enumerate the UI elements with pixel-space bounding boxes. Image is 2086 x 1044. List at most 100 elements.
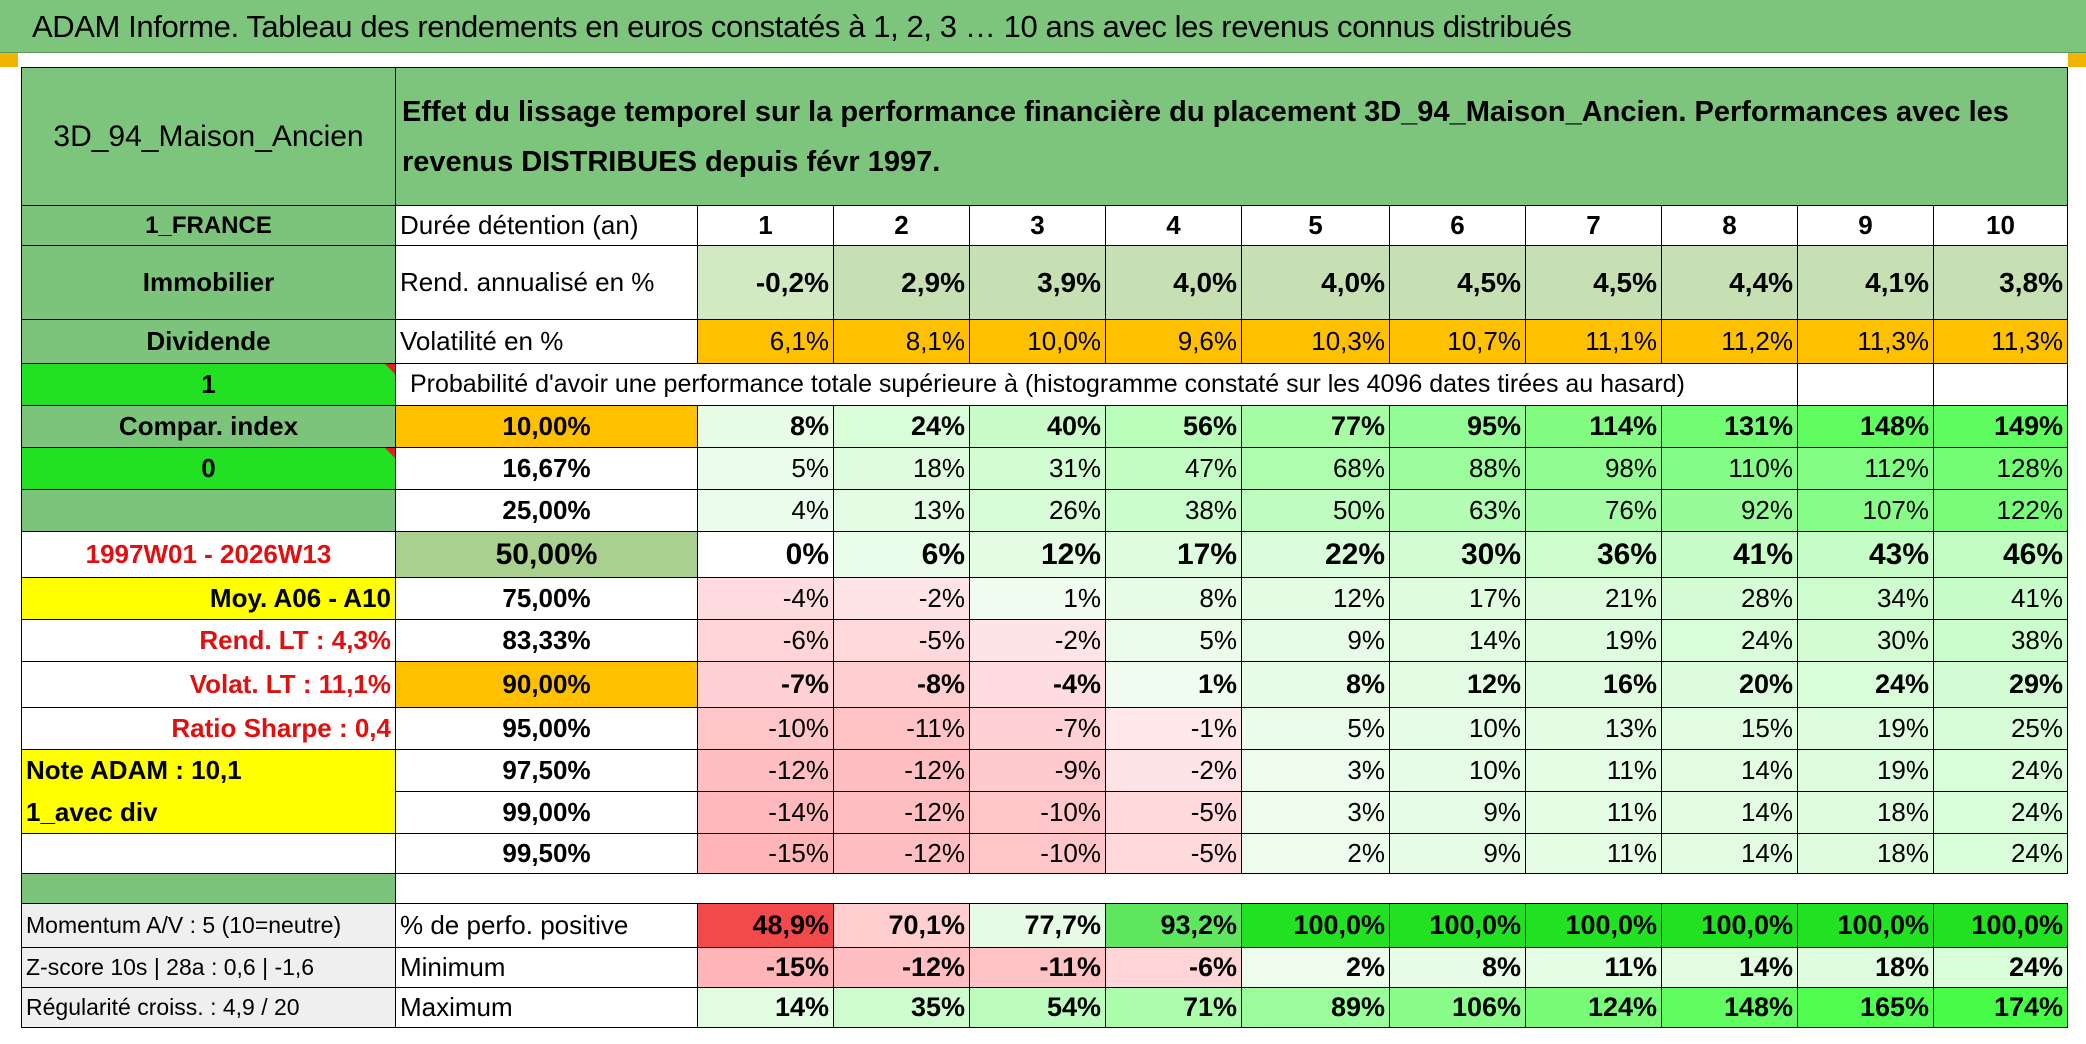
blank-cell bbox=[1797, 363, 1934, 406]
year-header: 10 bbox=[1933, 205, 2068, 246]
percentile-value: 3% bbox=[1241, 791, 1390, 834]
percentile-value: 19% bbox=[1525, 619, 1662, 662]
percentile-value: 19% bbox=[1797, 749, 1934, 792]
description: Effet du lissage temporel sur la perform… bbox=[395, 67, 2068, 206]
title-bar: ADAM Informe. Tableau des rendements en … bbox=[0, 0, 2086, 53]
minimum-value: 8% bbox=[1389, 947, 1526, 988]
percentile-value: 17% bbox=[1389, 577, 1526, 620]
volat-value: 10,0% bbox=[969, 319, 1106, 364]
percentile-value: 112% bbox=[1797, 447, 1934, 490]
percentile-value: 18% bbox=[1797, 791, 1934, 834]
percentile-row: Moy. A06 - A10 75,00% -4% -2% 1% 8% 12% 17% 21% 2… bbox=[21, 577, 2068, 620]
percentile-value: 107% bbox=[1797, 489, 1934, 532]
percentile-value: 9% bbox=[1389, 791, 1526, 834]
percentile-level: 50,00% bbox=[395, 531, 698, 578]
flag-zero: 0 bbox=[21, 447, 396, 490]
volat-value: 11,1% bbox=[1525, 319, 1662, 364]
percentile-value: -12% bbox=[697, 749, 834, 792]
percentile-value: 31% bbox=[969, 447, 1106, 490]
percentile-value: 16% bbox=[1525, 661, 1662, 708]
year-header: 3 bbox=[969, 205, 1106, 246]
percentile-value: 34% bbox=[1797, 577, 1934, 620]
positive-value: 48,9% bbox=[697, 903, 834, 948]
income-label: Dividende bbox=[21, 319, 396, 364]
spacer-cell bbox=[396, 874, 2068, 904]
year-header: 1 bbox=[697, 205, 834, 246]
percentile-value: 149% bbox=[1933, 405, 2068, 448]
percentile-value: 12% bbox=[1241, 577, 1390, 620]
percentile-value: 11% bbox=[1525, 791, 1662, 834]
percentile-value: 38% bbox=[1933, 619, 2068, 662]
positive-value: 70,1% bbox=[833, 903, 970, 948]
percentile-value: 10% bbox=[1389, 749, 1526, 792]
positive-value: 93,2% bbox=[1105, 903, 1242, 948]
percentile-value: 24% bbox=[1933, 791, 2068, 834]
percentile-value: 26% bbox=[969, 489, 1106, 532]
avec-div-label: 1_avec div bbox=[21, 791, 396, 834]
percentile-value: 46% bbox=[1933, 531, 2068, 578]
maximum-value: 148% bbox=[1661, 987, 1798, 1028]
percentile-value: -4% bbox=[969, 661, 1106, 708]
maximum-value: 35% bbox=[833, 987, 970, 1028]
volat-value: 6,1% bbox=[697, 319, 834, 364]
volat-value: 10,3% bbox=[1241, 319, 1390, 364]
percentile-value: -5% bbox=[1105, 791, 1242, 834]
percentile-value: 0% bbox=[697, 531, 834, 578]
period-label: 1997W01 - 2026W13 bbox=[21, 531, 396, 578]
percentile-value: 14% bbox=[1661, 749, 1798, 792]
percentile-value: 18% bbox=[833, 447, 970, 490]
percentile-value: 128% bbox=[1933, 447, 2068, 490]
blank-cell bbox=[1933, 363, 2068, 406]
percentile-value: 24% bbox=[1797, 661, 1934, 708]
percentile-value: 110% bbox=[1661, 447, 1798, 490]
duree-label: Durée détention (an) bbox=[395, 205, 698, 246]
volat-value: 8,1% bbox=[833, 319, 970, 364]
percentile-level: 16,67% bbox=[395, 447, 698, 490]
percentile-value: -12% bbox=[833, 833, 970, 874]
percentile-value: 9% bbox=[1241, 619, 1390, 662]
percentile-value: 12% bbox=[969, 531, 1106, 578]
volat-value: 11,3% bbox=[1797, 319, 1934, 364]
percentile-value: -12% bbox=[833, 791, 970, 834]
percentile-value: 20% bbox=[1661, 661, 1798, 708]
percentile-value: 11% bbox=[1525, 749, 1662, 792]
positive-value: 100,0% bbox=[1389, 903, 1526, 948]
percentile-value: -11% bbox=[833, 707, 970, 750]
percentile-row: Volat. LT : 11,1% 90,00% -7% -8% -4% 1% 8% 12% 1… bbox=[21, 661, 2068, 708]
percentile-value: 28% bbox=[1661, 577, 1798, 620]
rend-value: 4,4% bbox=[1661, 245, 1798, 320]
percentile-value: 3% bbox=[1241, 749, 1390, 792]
percentile-row: 0 16,67% 5% 18% 31% 47% 68% 88% 98% 110% 112% 128% bbox=[21, 447, 2068, 490]
year-header: 9 bbox=[1797, 205, 1934, 246]
percentile-value: -5% bbox=[833, 619, 970, 662]
positive-info-label: Momentum A/V : 5 (10=neutre) bbox=[21, 903, 396, 948]
maximum-value: 106% bbox=[1389, 987, 1526, 1028]
percentile-value: 63% bbox=[1389, 489, 1526, 532]
volat-label: Volatilité en % bbox=[395, 319, 698, 364]
percentile-level: 10,00% bbox=[395, 405, 698, 448]
minimum-value: 18% bbox=[1797, 947, 1934, 988]
percentile-value: 4% bbox=[697, 489, 834, 532]
rend-lt-label: Rend. LT : 4,3% bbox=[21, 619, 396, 662]
percentile-level: 97,50% bbox=[395, 749, 698, 792]
percentile-value: 15% bbox=[1661, 707, 1798, 750]
percentile-level: 99,50% bbox=[395, 833, 698, 874]
volat-value: 10,7% bbox=[1389, 319, 1526, 364]
rend-value: 3,8% bbox=[1933, 245, 2068, 320]
percentile-value: 6% bbox=[833, 531, 970, 578]
minimum-value: 11% bbox=[1525, 947, 1662, 988]
percentile-value: 17% bbox=[1105, 531, 1242, 578]
percentile-value: 2% bbox=[1241, 833, 1390, 874]
minimum-value: -15% bbox=[697, 947, 834, 988]
percentile-row: 99,50% -15% -12% -10% -5% 2% 9% 11% 14% 18% 24% bbox=[21, 833, 2068, 874]
percentile-value: 29% bbox=[1933, 661, 2068, 708]
proba-label: Probabilité d'avoir une performance tota… bbox=[395, 363, 1798, 406]
percentile-value: 30% bbox=[1389, 531, 1526, 578]
percentile-value: 10% bbox=[1389, 707, 1526, 750]
positive-value: 100,0% bbox=[1241, 903, 1390, 948]
percentile-value: 50% bbox=[1241, 489, 1390, 532]
percentile-value: -2% bbox=[969, 619, 1106, 662]
positive-value: 100,0% bbox=[1933, 903, 2068, 948]
rend-label: Rend. annualisé en % bbox=[395, 245, 698, 320]
percentile-value: 18% bbox=[1797, 833, 1934, 874]
